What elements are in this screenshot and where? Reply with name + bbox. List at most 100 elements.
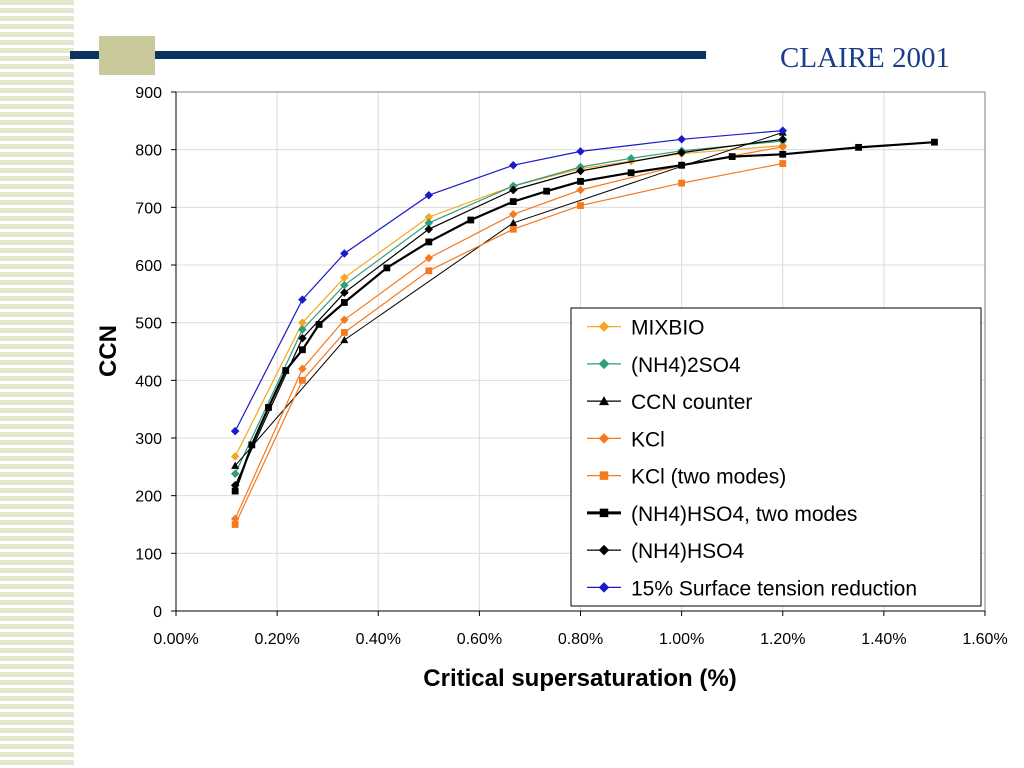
legend-entry: KCl bbox=[587, 428, 665, 451]
y-tick-label: 900 bbox=[135, 85, 162, 102]
data-point bbox=[677, 148, 686, 157]
x-tick-label: 1.00% bbox=[659, 631, 704, 648]
data-point bbox=[383, 264, 391, 272]
data-point bbox=[230, 452, 240, 461]
data-point bbox=[230, 480, 240, 490]
data-point bbox=[230, 426, 240, 436]
legend-entry: 15% Surface tension reduction bbox=[587, 577, 917, 600]
legend-entry: (NH4)HSO4, two modes bbox=[587, 503, 857, 526]
legend-label: (NH4)2SO4 bbox=[631, 354, 741, 377]
slide-title: CLAIRE 2001 bbox=[780, 42, 950, 74]
data-point bbox=[577, 202, 584, 210]
x-tick-label: 0.40% bbox=[356, 631, 401, 648]
y-tick-label: 500 bbox=[135, 316, 162, 333]
data-point bbox=[340, 315, 349, 325]
data-point bbox=[298, 364, 307, 374]
series-7 bbox=[230, 126, 788, 436]
series-line bbox=[234, 146, 783, 519]
x-tick-label: 1.20% bbox=[760, 631, 805, 648]
data-point bbox=[576, 166, 585, 176]
data-point bbox=[779, 160, 787, 167]
legend-label: MIXBIO bbox=[631, 317, 705, 340]
data-point bbox=[599, 508, 609, 518]
data-point bbox=[778, 134, 788, 144]
data-point bbox=[231, 487, 239, 495]
legend-entry: MIXBIO bbox=[587, 317, 705, 340]
data-point bbox=[265, 404, 272, 411]
legend: MIXBIO (NH4)2SO4 CCN counter KCl KCl (two mo… bbox=[570, 307, 982, 607]
data-point bbox=[599, 396, 609, 406]
data-point bbox=[598, 358, 610, 370]
x-tick-label: 1.40% bbox=[861, 631, 906, 648]
legend-label: 15% Surface tension reduction bbox=[631, 577, 917, 600]
data-point bbox=[340, 249, 349, 258]
y-tick-label: 400 bbox=[135, 373, 162, 390]
data-point bbox=[677, 134, 686, 144]
data-point bbox=[340, 299, 348, 306]
data-point bbox=[598, 582, 610, 593]
legend-label: KCl bbox=[631, 428, 665, 451]
legend-entry: CCN counter bbox=[587, 391, 752, 414]
data-point bbox=[298, 333, 307, 343]
data-point bbox=[598, 433, 610, 444]
data-point bbox=[299, 346, 306, 354]
data-point bbox=[298, 325, 307, 334]
legend-box bbox=[570, 307, 982, 607]
series-6 bbox=[230, 134, 788, 490]
data-point bbox=[425, 238, 433, 246]
data-point bbox=[298, 295, 307, 304]
data-point bbox=[778, 126, 788, 135]
data-point bbox=[508, 209, 518, 219]
data-point bbox=[577, 177, 584, 185]
data-point bbox=[678, 161, 686, 169]
data-point bbox=[728, 153, 736, 160]
data-point bbox=[931, 138, 938, 146]
data-point bbox=[678, 179, 686, 187]
data-point bbox=[509, 198, 517, 205]
decorative-stripes bbox=[0, 0, 74, 768]
x-tick-label: 0.00% bbox=[153, 631, 198, 648]
data-point bbox=[340, 335, 349, 344]
data-point bbox=[425, 267, 433, 275]
data-point bbox=[230, 469, 240, 479]
legend-label: CCN counter bbox=[631, 391, 752, 414]
data-point bbox=[779, 150, 787, 158]
data-point bbox=[508, 160, 518, 170]
data-point bbox=[248, 441, 256, 449]
x-tick-label: 1.60% bbox=[962, 631, 1007, 648]
data-point bbox=[231, 461, 240, 469]
y-axis-label: CCN bbox=[95, 325, 122, 377]
y-tick-label: 800 bbox=[135, 143, 162, 160]
data-point bbox=[467, 216, 475, 224]
legend-entry: (NH4)2SO4 bbox=[587, 354, 741, 377]
legend-entry: KCl (two modes) bbox=[587, 466, 786, 489]
legend-label: (NH4)HSO4, two modes bbox=[631, 503, 857, 526]
data-point bbox=[340, 329, 348, 336]
data-point bbox=[543, 187, 551, 195]
y-tick-label: 200 bbox=[135, 489, 162, 506]
y-tick-label: 0 bbox=[153, 604, 162, 621]
data-point bbox=[424, 253, 434, 263]
y-tick-label: 600 bbox=[135, 258, 162, 275]
y-tick-label: 700 bbox=[135, 200, 162, 217]
data-point bbox=[424, 190, 434, 200]
y-tick-label: 300 bbox=[135, 431, 162, 448]
data-point bbox=[315, 320, 323, 328]
series-line bbox=[234, 162, 783, 525]
data-point bbox=[599, 471, 609, 480]
series-line bbox=[234, 130, 783, 432]
legend-label: KCl (two modes) bbox=[631, 466, 786, 489]
x-tick-label: 0.80% bbox=[558, 631, 603, 648]
series-line bbox=[234, 138, 783, 486]
data-point bbox=[855, 143, 862, 151]
data-point bbox=[576, 185, 585, 195]
x-tick-label: 0.20% bbox=[254, 631, 299, 648]
data-point bbox=[424, 224, 434, 234]
data-point bbox=[627, 169, 635, 177]
y-tick-label: 100 bbox=[135, 546, 162, 563]
series-4 bbox=[231, 160, 787, 528]
data-point bbox=[509, 218, 518, 227]
data-point bbox=[231, 521, 239, 528]
data-point bbox=[340, 288, 349, 298]
data-point bbox=[508, 185, 518, 195]
